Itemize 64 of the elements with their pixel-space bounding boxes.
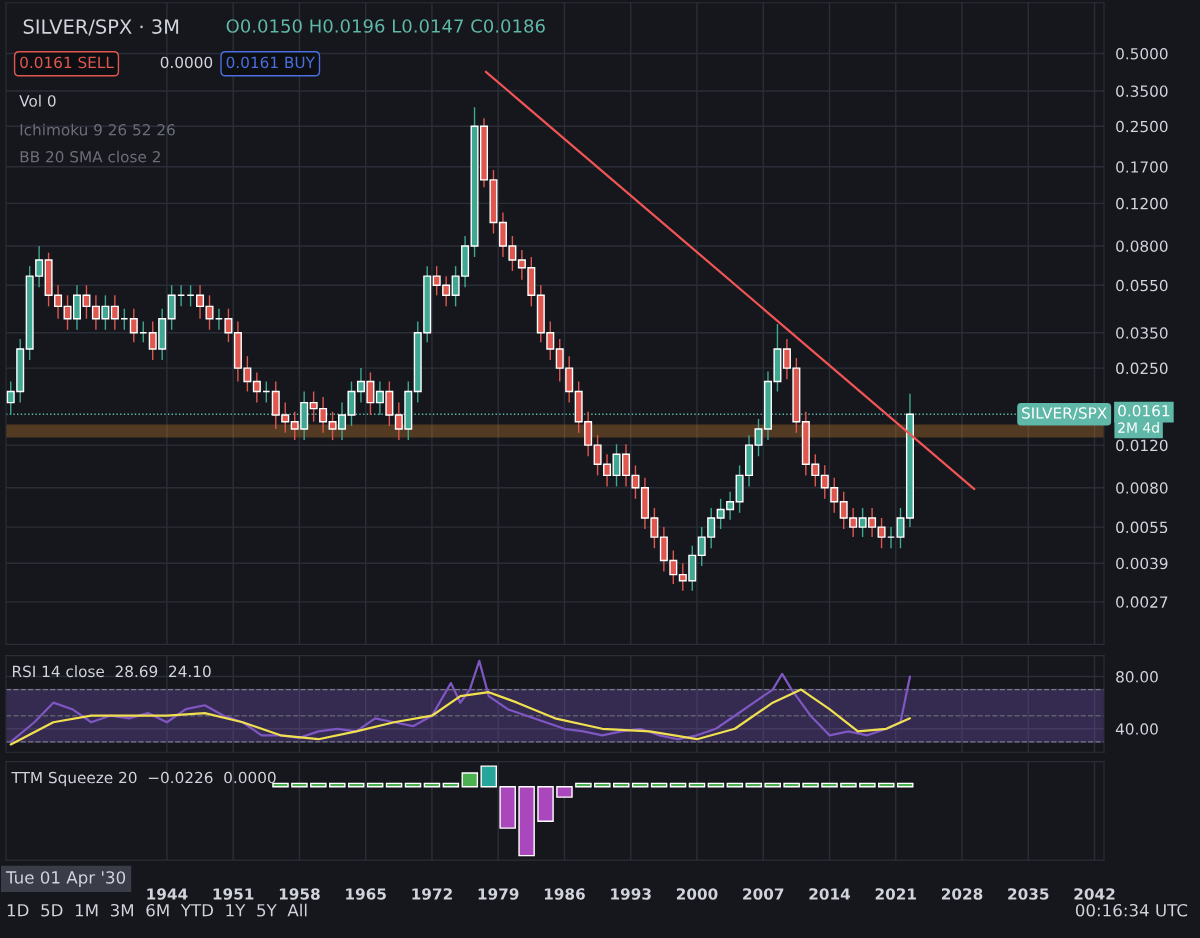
annotation: 0.0161 SELL xyxy=(20,56,114,69)
y-tick-label: 0.0800 xyxy=(1116,240,1168,252)
y-tick-label: 0.0550 xyxy=(1116,279,1168,292)
text: Tue 01 Apr '30 xyxy=(5,871,126,887)
candlestick xyxy=(252,371,261,404)
y-tick-label: 0.3500 xyxy=(1116,85,1168,97)
x-tick-label: 2042 xyxy=(1074,888,1115,900)
candlestick xyxy=(205,294,214,331)
annotation: BB 20 SMA close 2 xyxy=(20,150,160,163)
candlestick xyxy=(877,517,886,549)
candlestick xyxy=(129,308,138,343)
x-tick-label: 2014 xyxy=(809,888,851,900)
bar xyxy=(556,786,573,798)
annotation: Ichimoku 9 26 52 26 xyxy=(20,123,175,136)
candlestick xyxy=(110,294,119,331)
text: SILVER/SPX · 3M xyxy=(23,19,179,36)
y-tick-label: 0.2500 xyxy=(1116,120,1168,133)
y-tick-label: 0.0080 xyxy=(1116,482,1168,494)
y-tick-label: 0.1700 xyxy=(1116,161,1168,173)
bar xyxy=(461,772,479,788)
x-tick-label: 1993 xyxy=(611,888,651,900)
annotation: 0.0161 BUY xyxy=(226,56,315,69)
y-tick-label: 0.0250 xyxy=(1116,362,1168,375)
x-tick-label: 2035 xyxy=(1008,888,1049,900)
x-tick-label: 1986 xyxy=(544,888,585,900)
y-tick-label: 0.5000 xyxy=(1116,47,1168,60)
text: 0.0161 xyxy=(1118,405,1170,417)
y-tick-label: 0.0055 xyxy=(1116,521,1168,534)
text: 1D 5D 1M 3M 6M YTD 1Y 5Y All xyxy=(7,903,307,917)
y-tick-label: 0.0120 xyxy=(1116,439,1168,452)
x-tick-label: 2028 xyxy=(941,888,983,900)
y-tick-label: 80.00 xyxy=(1116,671,1158,683)
bar xyxy=(518,786,535,857)
y-tick-label: 0.0350 xyxy=(1116,327,1168,339)
text: RSI 14 close 28.69 24.10 xyxy=(12,665,211,678)
candlestick xyxy=(224,308,233,343)
y-tick-label: 40.00 xyxy=(1115,723,1158,735)
line-series xyxy=(9,688,912,746)
annotation: 0.0000 xyxy=(160,56,213,69)
text: O0.0150 H0.0196 L0.0147 C0.0186 xyxy=(226,19,545,33)
text: 2M 4d xyxy=(1118,422,1159,433)
text: 00:16:34 UTC xyxy=(1075,903,1188,917)
bar xyxy=(499,786,516,829)
annotation: Vol 0 xyxy=(19,94,56,107)
bar xyxy=(480,765,498,788)
y-tick-label: 0.1200 xyxy=(1116,197,1168,210)
x-tick-label: 1944 xyxy=(147,888,188,900)
x-tick-label: 1972 xyxy=(412,888,452,900)
x-tick-label: 1958 xyxy=(279,888,320,900)
bar xyxy=(537,786,554,822)
x-tick-label: 2000 xyxy=(676,888,718,900)
y-tick-label: 0.0039 xyxy=(1116,557,1168,570)
x-tick-label: 2021 xyxy=(875,888,916,900)
candlestick xyxy=(167,284,176,331)
x-tick-label: 1965 xyxy=(346,888,386,900)
x-tick-label: 1979 xyxy=(478,888,519,900)
ref-line-label: SILVER/SPX xyxy=(1022,407,1107,420)
candlestick xyxy=(896,507,905,549)
x-tick-label: 1951 xyxy=(213,888,254,900)
x-tick-label: 2007 xyxy=(743,888,784,900)
y-tick-label: 0.0027 xyxy=(1116,596,1168,608)
chart-title: TTM Squeeze 20 −0.0226 0.0000 xyxy=(11,771,276,787)
line-series xyxy=(9,659,912,743)
candlestick xyxy=(196,284,205,320)
